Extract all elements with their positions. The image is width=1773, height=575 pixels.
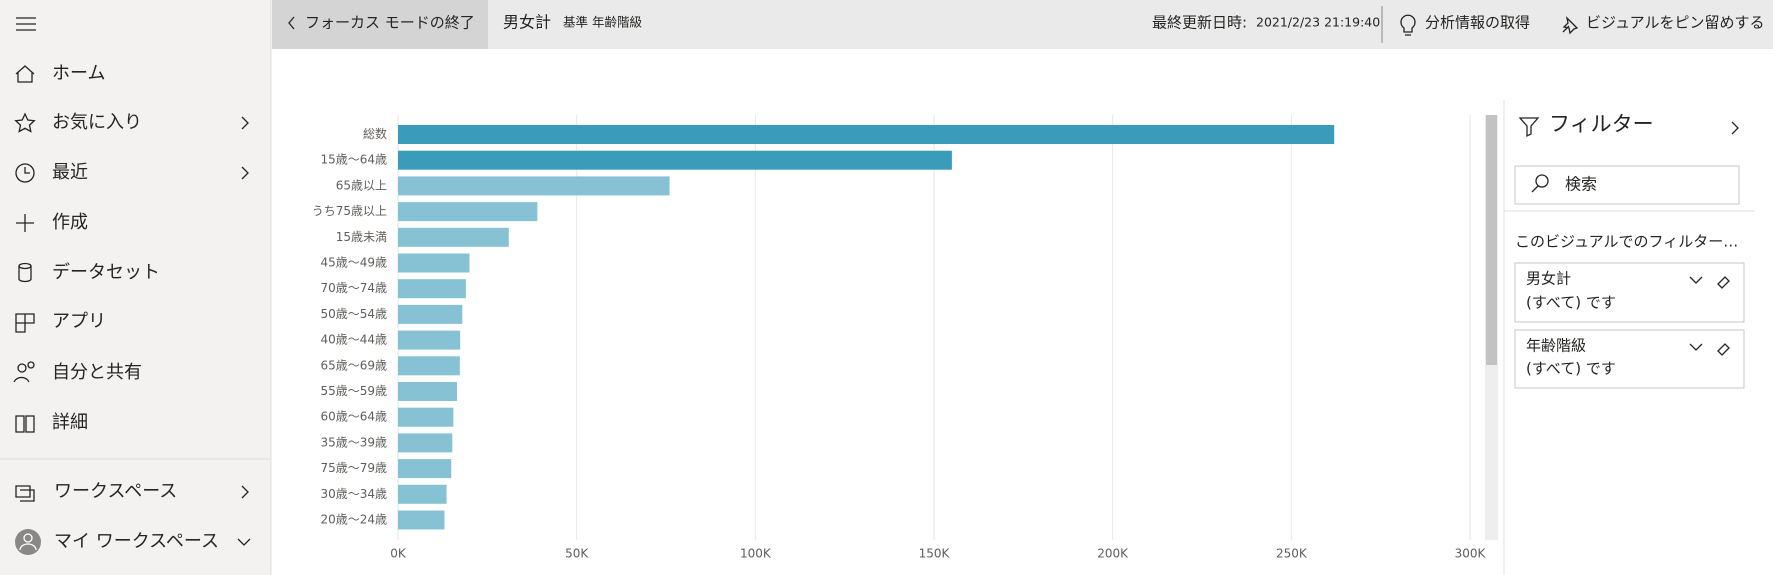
updated-value: 2021/2/23 21:19:40: [1256, 15, 1380, 30]
y-tick-label: 60歳～64歳: [320, 410, 387, 424]
filter-card[interactable]: [1514, 329, 1745, 389]
filter-field: 年齢階級: [1526, 337, 1586, 355]
bar: [398, 279, 466, 299]
search-icon: [1531, 174, 1549, 193]
nav-item[interactable]: 最近: [52, 162, 88, 183]
bar: [398, 304, 463, 324]
bar: [398, 150, 952, 170]
nav-item[interactable]: 自分と共有: [52, 362, 142, 383]
y-tick-label: 15歳未満: [336, 230, 387, 244]
filter-field: 男女計: [1526, 270, 1571, 288]
pin-button[interactable]: ビジュアルをピン留めする: [1586, 14, 1765, 32]
y-tick-label: 35歳～39歳: [320, 435, 387, 449]
bar: [398, 484, 447, 504]
bar: [398, 330, 461, 350]
nav-icons: [13, 65, 41, 555]
nav-chevrons: [237, 116, 251, 546]
bar: [398, 459, 452, 479]
bar: [398, 407, 454, 427]
bar: [398, 227, 509, 247]
bulb-icon: [1400, 14, 1416, 36]
bar: [398, 356, 460, 376]
x-tick-label: 200K: [1097, 547, 1129, 561]
scrollbar-thumb[interactable]: [1486, 115, 1497, 365]
filter-card[interactable]: [1514, 262, 1745, 323]
updated-label: 最終更新日時:: [1152, 14, 1247, 32]
bar: [398, 176, 670, 196]
y-tick-label: 総数: [363, 126, 387, 141]
nav-item[interactable]: ワークスペース: [54, 481, 177, 502]
nav-item[interactable]: データセット: [52, 262, 160, 283]
x-tick-label: 150K: [919, 547, 951, 561]
nav-item[interactable]: ホーム: [52, 63, 105, 84]
x-tick-label: 50K: [565, 547, 589, 561]
y-tick-label: 65歳～69歳: [320, 358, 387, 372]
header: [272, 0, 1773, 49]
bar: [398, 125, 1335, 144]
nav-item[interactable]: 作成: [52, 212, 88, 233]
hamburger[interactable]: [16, 17, 36, 31]
back-label[interactable]: フォーカス モードの終了: [305, 14, 475, 32]
y-tick-label: 15歳～64歳: [320, 153, 387, 167]
bar: [398, 253, 470, 273]
filter-icon: [1518, 117, 1540, 138]
sidebar: [0, 0, 271, 575]
bar: [398, 433, 453, 453]
y-tick-label: 65歳以上: [336, 178, 387, 192]
back-button[interactable]: [272, 0, 488, 49]
visual-subtitle: 基準 年齢階級: [563, 15, 642, 30]
collapse-filter[interactable]: [1731, 121, 1739, 135]
x-tick-label: 0K: [390, 547, 407, 561]
x-tick-label: 250K: [1276, 547, 1308, 561]
search-placeholder: 検索: [1565, 175, 1597, 194]
y-tick-label: 45歳～49歳: [320, 256, 387, 270]
filter-value: (すべて) です: [1526, 294, 1616, 312]
y-tick-label: 20歳～24歳: [320, 513, 387, 527]
nav-item[interactable]: お気に入り: [52, 112, 142, 133]
visual-title: 男女計: [503, 13, 551, 32]
nav-item[interactable]: マイ ワークスペース: [54, 531, 219, 552]
back-icon: [288, 16, 295, 30]
y-tick-label: 70歳～74歳: [320, 281, 387, 295]
filter-title: フィルター: [1549, 112, 1654, 136]
bar: [398, 382, 457, 401]
bar: [398, 510, 445, 530]
x-tick-label: 300K: [1455, 547, 1487, 561]
y-tick-label: 75歳～79歳: [320, 461, 387, 475]
y-tick-label: 40歳～44歳: [320, 333, 387, 347]
chart: 0K 50K 100K 150K 200K 250K 300K 総数 15歳～64歳 65歳以上う…: [312, 115, 1487, 561]
card-icons[interactable]: [1689, 276, 1730, 289]
filter-section: このビジュアルでのフィルター…: [1515, 233, 1738, 251]
y-tick-label: 50歳～54歳: [320, 307, 387, 321]
search-box[interactable]: [1514, 165, 1740, 205]
pin-icon: [1562, 16, 1579, 35]
nav-item[interactable]: 詳細: [52, 412, 88, 433]
bar: [398, 202, 538, 222]
nav-item[interactable]: アプリ: [52, 311, 106, 332]
filter-value: (すべて) です: [1526, 360, 1616, 378]
y-tick-label: うち75歳以上: [312, 204, 387, 218]
x-tick-label: 100K: [740, 547, 772, 561]
y-tick-label: 30歳～34歳: [320, 487, 387, 501]
y-tick-label: 55歳～59歳: [320, 384, 387, 398]
card-icons[interactable]: [1689, 343, 1730, 356]
insights-button[interactable]: 分析情報の取得: [1425, 14, 1530, 32]
